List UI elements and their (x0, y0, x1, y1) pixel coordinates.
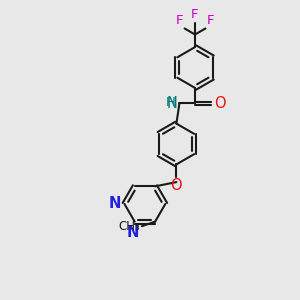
Text: N: N (127, 225, 140, 240)
Text: O: O (214, 96, 226, 111)
Text: F: F (207, 14, 215, 27)
Text: F: F (175, 14, 183, 27)
Text: N: N (108, 196, 121, 211)
Text: O: O (171, 178, 182, 193)
Text: F: F (191, 8, 199, 21)
Text: N: N (167, 96, 177, 111)
Text: H: H (166, 96, 176, 109)
Text: CH₃: CH₃ (118, 220, 140, 233)
